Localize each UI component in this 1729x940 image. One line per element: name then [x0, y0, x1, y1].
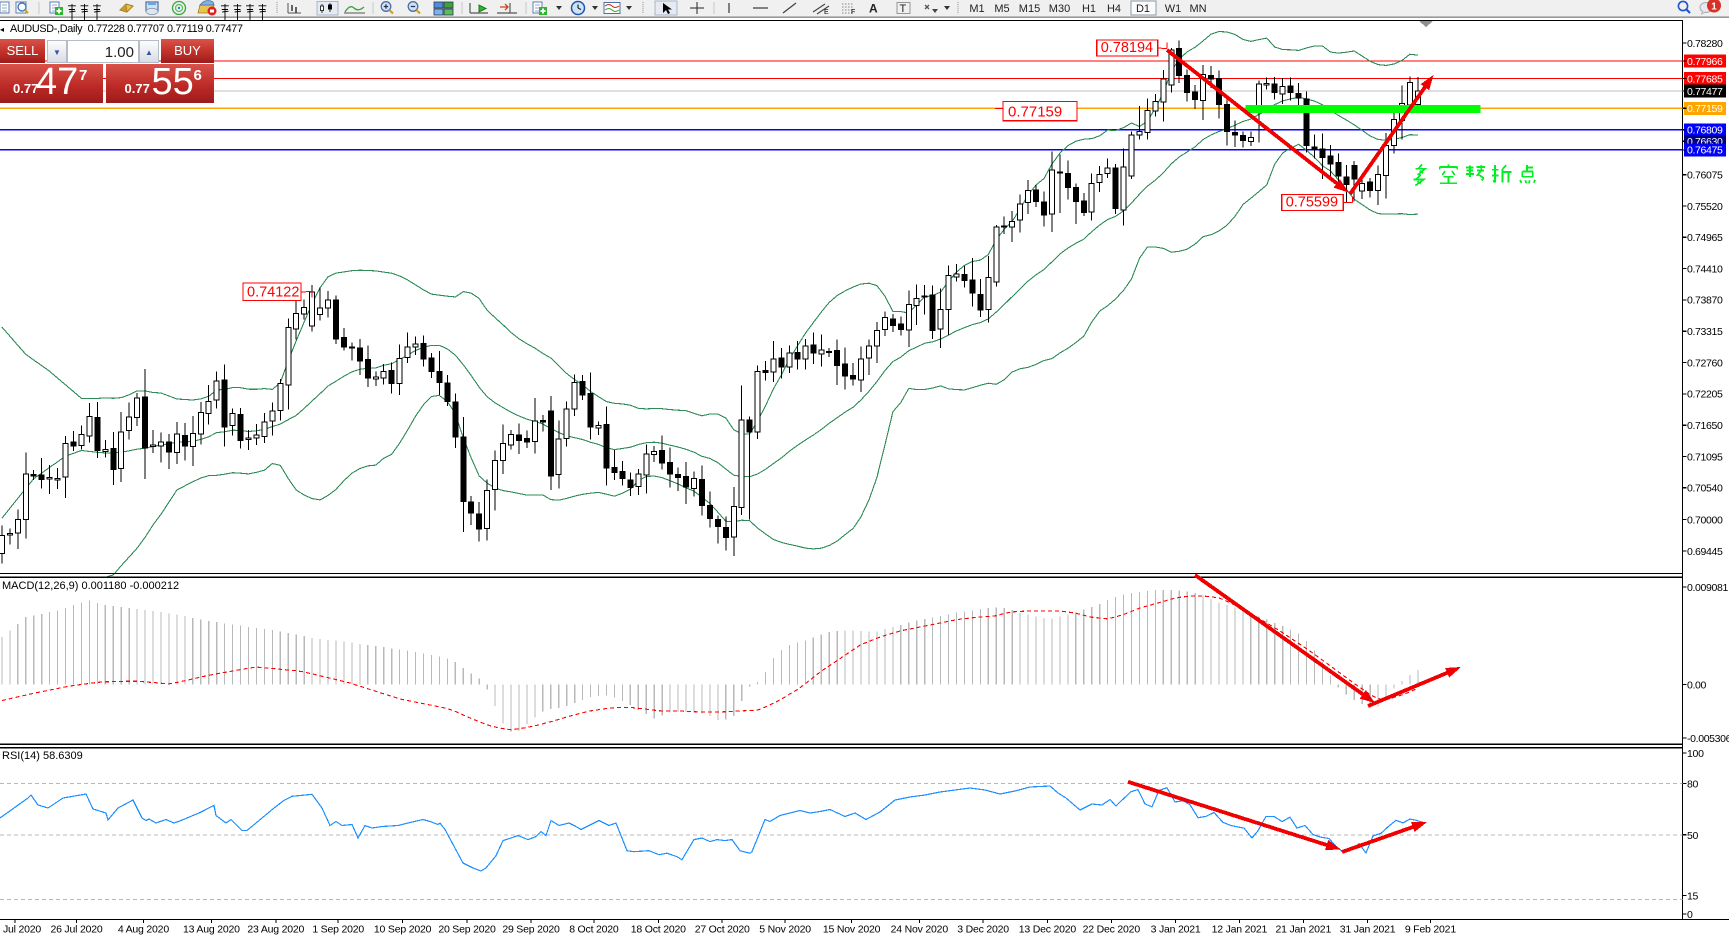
svg-text:0.77966: 0.77966 [1687, 56, 1723, 68]
svg-text:0.74122: 0.74122 [247, 285, 299, 301]
svg-text:0.72205: 0.72205 [1687, 389, 1723, 401]
svg-text:0.78194: 0.78194 [1101, 40, 1153, 56]
svg-text:0.73315: 0.73315 [1687, 326, 1723, 338]
svg-text:0.74965: 0.74965 [1687, 232, 1723, 244]
svg-text:0.78280: 0.78280 [1687, 38, 1723, 50]
svg-text:31 Jan 2021: 31 Jan 2021 [1340, 924, 1396, 936]
svg-text:16 Jul 2020: 16 Jul 2020 [0, 924, 41, 936]
svg-text:H1: H1 [1082, 3, 1096, 15]
svg-text:10 Sep 2020: 10 Sep 2020 [374, 924, 432, 936]
svg-text:0.75599: 0.75599 [1286, 195, 1338, 211]
svg-text:0.72760: 0.72760 [1687, 357, 1723, 369]
svg-text:24 Nov 2020: 24 Nov 2020 [891, 924, 949, 936]
svg-text:1 Sep 2020: 1 Sep 2020 [312, 924, 364, 936]
svg-text:80: 80 [1687, 779, 1699, 791]
svg-text:F: F [851, 9, 855, 16]
svg-text:3 Jan 2021: 3 Jan 2021 [1151, 924, 1201, 936]
svg-text:D1: D1 [1136, 3, 1150, 15]
svg-text:0.009081: 0.009081 [1687, 582, 1729, 594]
svg-text:50: 50 [1687, 830, 1699, 842]
svg-text:29 Sep 2020: 29 Sep 2020 [502, 924, 560, 936]
svg-text:18 Oct 2020: 18 Oct 2020 [631, 924, 686, 936]
svg-text:M30: M30 [1049, 3, 1070, 15]
svg-text:13 Aug 2020: 13 Aug 2020 [183, 924, 240, 936]
svg-text:0.76809: 0.76809 [1687, 125, 1723, 137]
svg-text:22 Dec 2020: 22 Dec 2020 [1083, 924, 1141, 936]
svg-text:13 Dec 2020: 13 Dec 2020 [1019, 924, 1077, 936]
svg-text:0.74410: 0.74410 [1687, 263, 1723, 275]
svg-text:4 Aug 2020: 4 Aug 2020 [118, 924, 169, 936]
svg-text:9 Feb 2021: 9 Feb 2021 [1405, 924, 1456, 936]
svg-text:26 Jul 2020: 26 Jul 2020 [50, 924, 102, 936]
svg-text:W1: W1 [1165, 3, 1182, 15]
svg-text:0.71650: 0.71650 [1687, 420, 1723, 432]
svg-text:8 Oct 2020: 8 Oct 2020 [569, 924, 619, 936]
svg-text:0.77477: 0.77477 [1687, 86, 1723, 98]
svg-text:1: 1 [1711, 2, 1717, 13]
svg-text:0: 0 [1687, 909, 1693, 921]
svg-text:15 Nov 2020: 15 Nov 2020 [823, 924, 881, 936]
svg-text:MN: MN [1189, 3, 1206, 15]
svg-text:0.71095: 0.71095 [1687, 451, 1723, 463]
svg-text:0.76475: 0.76475 [1687, 145, 1723, 157]
svg-text:100: 100 [1687, 748, 1704, 760]
svg-text:0.77159: 0.77159 [1687, 103, 1723, 115]
svg-text:5 Nov 2020: 5 Nov 2020 [759, 924, 811, 936]
svg-text:21 Jan 2021: 21 Jan 2021 [1275, 924, 1331, 936]
svg-text:H4: H4 [1107, 3, 1121, 15]
svg-text:0.75520: 0.75520 [1687, 201, 1723, 213]
svg-text:12 Jan 2021: 12 Jan 2021 [1212, 924, 1268, 936]
svg-text:M15: M15 [1019, 3, 1040, 15]
svg-text:M1: M1 [969, 3, 984, 15]
svg-text:0.69445: 0.69445 [1687, 546, 1723, 558]
svg-text:0.70000: 0.70000 [1687, 514, 1723, 526]
svg-text:0.77159: 0.77159 [1008, 104, 1062, 121]
svg-text:23 Aug 2020: 23 Aug 2020 [247, 924, 304, 936]
svg-text:A: A [869, 2, 878, 16]
svg-text:-0.005306: -0.005306 [1687, 733, 1729, 745]
svg-text:T: T [900, 3, 907, 15]
svg-text:M5: M5 [994, 3, 1009, 15]
svg-text:0.70540: 0.70540 [1687, 483, 1723, 495]
svg-text:0.73870: 0.73870 [1687, 295, 1723, 307]
svg-text:E: E [824, 9, 829, 16]
svg-text:0.00: 0.00 [1687, 680, 1707, 692]
svg-text:27 Oct 2020: 27 Oct 2020 [695, 924, 750, 936]
svg-text:15: 15 [1687, 891, 1699, 903]
svg-text:20 Sep 2020: 20 Sep 2020 [438, 924, 496, 936]
svg-text:0.76075: 0.76075 [1687, 170, 1723, 182]
svg-text:3 Dec 2020: 3 Dec 2020 [957, 924, 1009, 936]
svg-text:0.77685: 0.77685 [1687, 73, 1723, 85]
